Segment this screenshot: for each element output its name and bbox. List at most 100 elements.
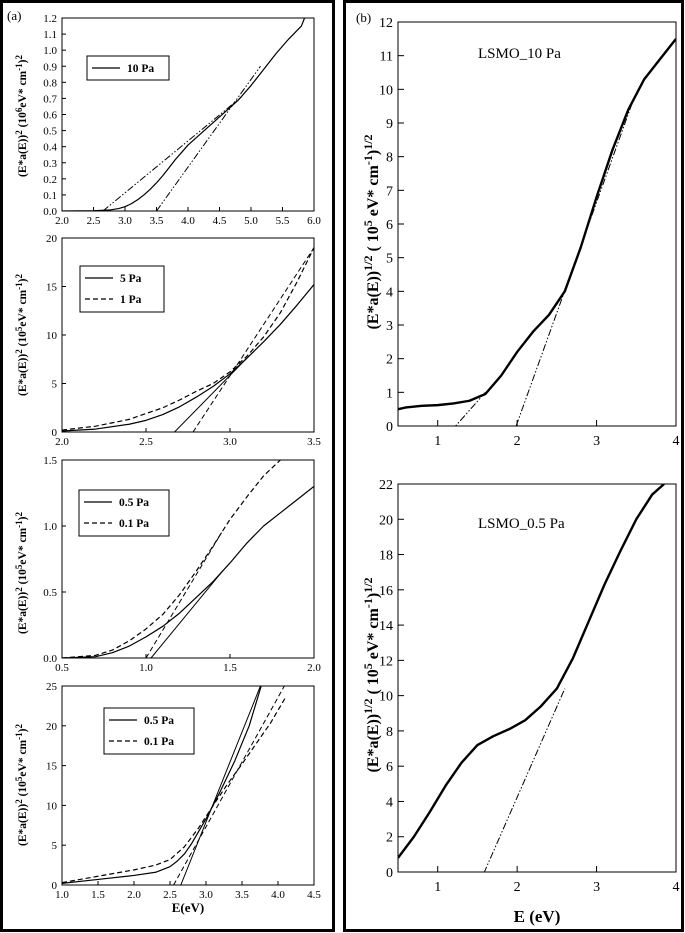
y-tick-label: 0.3 [43,158,57,170]
chart-5pa-1pa: (E*a(E))2 (105eV* cm-1)2 2.0 2.5 3.0 3.5 0 5 1… [14,233,321,448]
y-tick-label: 0.1 [43,190,57,202]
y-tick-label: 10 [46,330,58,342]
x-tick-label: 4.5 [213,215,227,227]
x-tick-label: 2 [514,880,521,895]
fit-line [180,686,261,885]
x-tick-label: 5.5 [276,215,290,227]
plot-area [61,459,315,659]
y-tick-label: 8 [386,725,393,740]
y-tick-label: 0.6 [43,110,57,122]
y-tick-label: 8 [386,151,393,166]
legend-box [78,489,170,537]
y-tick-label: 0.0 [43,653,57,665]
fit-line [515,102,633,426]
svg-text:(E*a(E))2 (105eV* cm-1)2: (E*a(E))2 (105eV* cm-1)2 [14,274,29,396]
x-tick-label: 6.0 [307,215,321,227]
series-line [62,697,286,884]
y-tick-label: 1.0 [43,45,57,57]
series-line [62,686,262,885]
x-tick-label: 1.5 [223,662,237,674]
svg-text:(E*a(E))1/2 ( 105 eV* cm-1)1/2: (E*a(E))1/2 ( 105 eV* cm-1)1/2 [361,577,382,772]
y-tick-label: 0 [52,427,58,439]
x-tick-label: 2.0 [127,889,141,901]
y-tick-label: 11 [380,50,393,65]
x-tick-label: 3.0 [118,215,132,227]
x-tick-label: 1 [434,434,441,449]
y-tick-label: 0.4 [43,142,57,154]
x-tick-label: 3.5 [150,215,164,227]
y-tick-label: 7 [386,184,393,199]
y-tick-label: 2 [386,353,393,368]
y-axis-label: (E*a(E))2 (105eV* cm-1)2 [14,274,29,396]
fit-line [192,247,314,432]
panel-a-label: (a) [7,8,21,23]
legend-label: 0.5 Pa [144,715,174,727]
x-tick-label: 2.0 [55,436,69,448]
svg-text:(E*a(E))1/2 ( 105 eV* cm-1)1/2: (E*a(E))1/2 ( 105 eV* cm-1)1/2 [361,134,382,329]
y-tick-label: 0.8 [43,77,57,89]
x-tick-label: 2.0 [307,662,321,674]
chart-annotation: LSMO_0.5 Pa [478,516,565,532]
x-tick-label: 3 [593,880,600,895]
legend-label: 10 Pa [127,63,154,75]
legend-box [103,707,195,755]
x-tick-label: 4 [673,434,680,449]
x-tick-label: 3 [593,434,600,449]
chart-annotation: LSMO_10 Pa [478,46,561,62]
y-tick-label: 1.0 [43,521,57,533]
y-axis-label: (E*a(E))1/2 ( 105 eV* cm-1)1/2 [361,577,382,772]
x-tick-label: 1.0 [55,889,69,901]
y-tick-label: 9 [386,117,393,132]
fit-line [454,392,486,426]
x-tick-label: 1.5 [91,889,105,901]
y-tick-label: 0.5 [43,587,57,599]
plot-area [397,483,677,873]
y-tick-label: 0.5 [43,126,57,138]
x-tick-label: 4.5 [307,889,321,901]
y-axis-label: (E*a(E))1/2 ( 105 eV* cm-1)1/2 [361,134,382,329]
series-line [62,18,306,211]
y-tick-label: 4 [386,285,393,300]
fit-line [156,65,261,211]
plot-area [61,685,315,886]
chart-0.5pa-0.1pa-b: (E*a(E))2 (105eV* cm-1)2 1.0 1.5 2.0 2.5 3.0… [14,681,321,915]
series-line [62,284,314,432]
y-tick-label: 0.2 [43,174,57,186]
x-tick-label: 1.0 [139,662,153,674]
x-tick-label: 3.0 [199,889,213,901]
x-tick-label: 2.5 [87,215,101,227]
y-tick-label: 15 [46,761,58,773]
y-axis-label: (E*a(E))2 (106eV* cm-1)2 [14,55,29,177]
series-line [398,484,665,859]
y-tick-label: 20 [46,721,58,733]
y-tick-label: 5 [52,840,58,852]
y-tick-label: 0.7 [43,93,57,105]
x-tick-label: 0.5 [55,662,69,674]
panel-b-label: (b) [356,10,371,25]
x-tick-label: 5.0 [244,215,258,227]
y-tick-label: 18 [379,549,393,564]
chart-10pa: (E*a(E))2 (106eV* cm-1)2 2.0 2.5 3.0 3.5 4.0… [14,13,321,227]
y-tick-label: 6 [386,760,393,775]
y-tick-label: 5 [52,379,58,391]
fit-line [145,532,223,658]
x-axis-label: E(eV) [172,900,205,915]
x-tick-label: 4.0 [181,215,195,227]
plot-area [397,21,677,427]
legend-label: 0.1 Pa [144,736,174,748]
y-tick-label: 6 [386,218,393,233]
y-tick-label: 20 [379,513,393,528]
legend-label: 1 Pa [120,294,142,306]
y-tick-label: 12 [379,16,393,31]
y-tick-label: 10 [379,83,393,98]
fit-line [150,571,222,658]
chart-lsmo-10pa: (E*a(E))1/2 ( 105 eV* cm-1)1/2 1 2 3 401234… [361,16,680,449]
fit-line [174,357,248,432]
x-tick-label: 3.5 [235,889,249,901]
series-line [62,460,281,658]
svg-text:(E*a(E))2 (106eV* cm-1)2: (E*a(E))2 (106eV* cm-1)2 [14,55,29,177]
fit-line [102,96,242,211]
x-tick-label: 2.5 [163,889,177,901]
legend-label: 0.1 Pa [119,518,149,530]
y-tick-label: 10 [46,800,58,812]
